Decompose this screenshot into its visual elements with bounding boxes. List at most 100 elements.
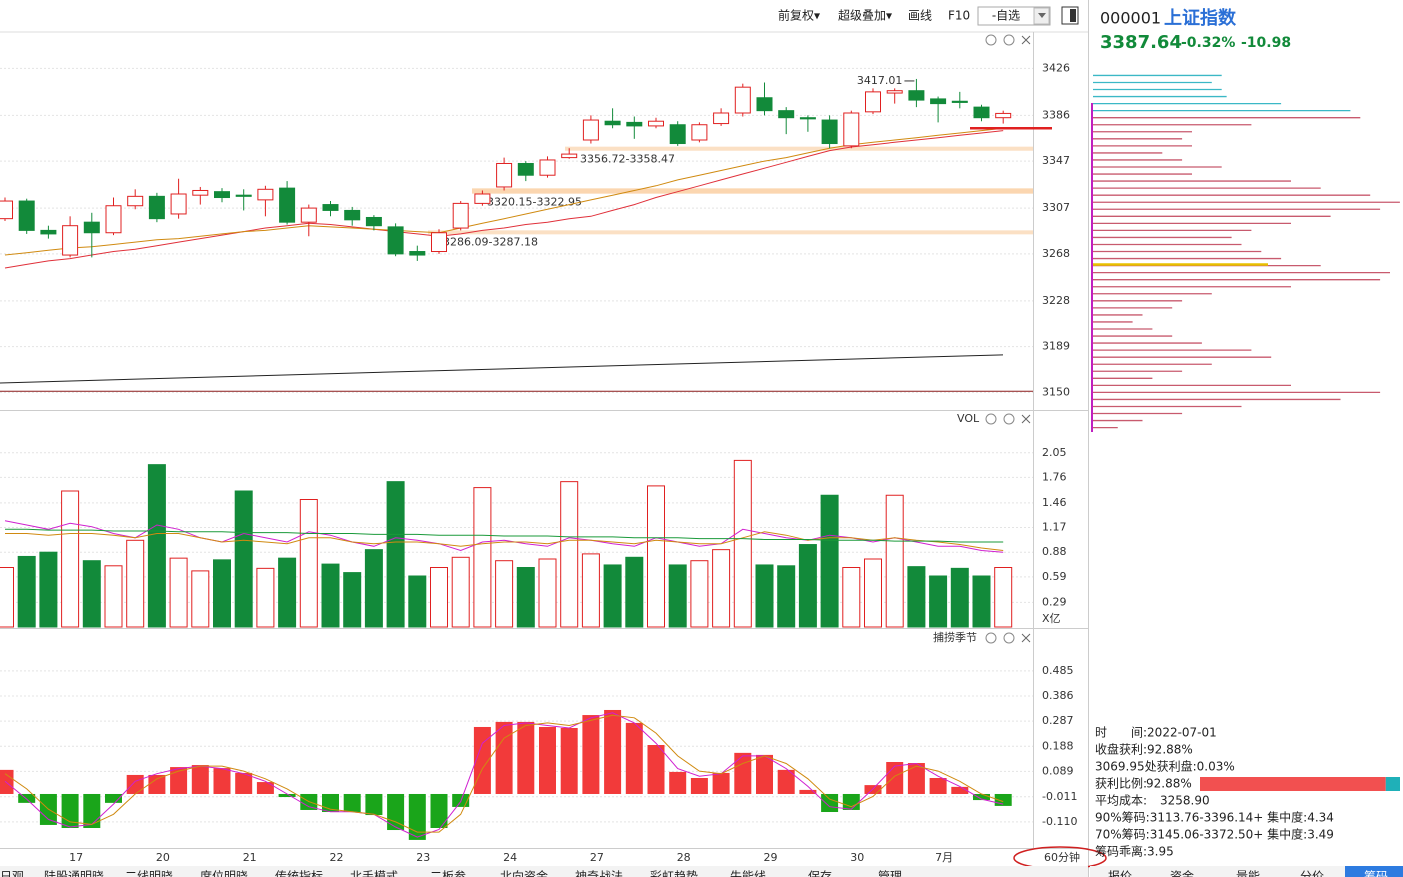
dropdown-arrow bbox=[1038, 13, 1046, 18]
indicator-bar bbox=[756, 754, 773, 794]
candle-body bbox=[626, 121, 643, 127]
bottom-tab[interactable]: 二板参 bbox=[430, 869, 466, 877]
y-tick-label: 3426 bbox=[1042, 61, 1070, 74]
change-amount: -10.98 bbox=[1241, 35, 1291, 51]
volume-bar bbox=[213, 559, 231, 628]
sidebar-tab[interactable]: 分价 bbox=[1300, 870, 1324, 877]
candle-body bbox=[235, 194, 252, 197]
indicator-bar bbox=[582, 715, 600, 794]
bottom-tab[interactable]: 陆股通明晓 bbox=[44, 869, 104, 877]
bottom-tab[interactable]: 北向资金 bbox=[500, 869, 548, 877]
volume-bar bbox=[907, 566, 926, 628]
candle-body bbox=[192, 189, 209, 196]
indicator-bar bbox=[690, 777, 708, 794]
indicator-bar bbox=[994, 793, 1012, 806]
bottom-tab[interactable]: 失能线 bbox=[730, 869, 766, 877]
volume-bar bbox=[972, 575, 991, 628]
indicator-line bbox=[5, 528, 1004, 543]
candle-body bbox=[62, 225, 79, 256]
volume-bar bbox=[278, 557, 297, 628]
candle-body bbox=[734, 86, 751, 114]
volume-bar bbox=[777, 565, 796, 628]
indicator-bar bbox=[495, 721, 513, 794]
close-icon[interactable] bbox=[1021, 633, 1031, 643]
volume-bar bbox=[560, 481, 579, 628]
bottom-tab[interactable]: 管理 bbox=[878, 869, 902, 877]
candle-body bbox=[431, 232, 447, 253]
toolbar-item[interactable]: 画线 bbox=[908, 9, 932, 23]
settings-icon[interactable] bbox=[985, 632, 997, 644]
bottom-tab[interactable]: 神奇战法 bbox=[575, 870, 623, 877]
profit-bar-rest bbox=[1385, 777, 1400, 791]
indicator-bar bbox=[256, 782, 274, 794]
bottom-tab[interactable]: 日观 bbox=[0, 870, 24, 877]
settings-icon[interactable] bbox=[985, 413, 997, 425]
indicator-bar bbox=[387, 793, 405, 831]
stock-name: 上证指数 bbox=[1164, 7, 1237, 29]
candle-body bbox=[344, 209, 361, 221]
toolbar-item[interactable]: F10 bbox=[948, 9, 970, 23]
candle-body bbox=[843, 112, 860, 147]
bottom-tab[interactable]: 彩虹趋势 bbox=[650, 870, 698, 877]
watchlist-dropdown[interactable] bbox=[977, 6, 1051, 26]
x-tick-label: 23 bbox=[416, 851, 430, 864]
volume-bar bbox=[712, 549, 731, 628]
candle-body bbox=[561, 153, 578, 159]
volume-bar bbox=[733, 459, 752, 628]
bottom-tab[interactable]: 席位明晓 bbox=[200, 869, 248, 877]
indicator-bar bbox=[647, 745, 665, 794]
toolbar-item[interactable]: 前复权▾ bbox=[778, 8, 820, 23]
help-icon[interactable] bbox=[1003, 413, 1015, 425]
y-tick-label: 3189 bbox=[1042, 340, 1070, 353]
close-icon[interactable] bbox=[1021, 35, 1031, 45]
volume-bar bbox=[603, 564, 622, 628]
candle-body bbox=[604, 120, 621, 126]
volume-bar bbox=[647, 485, 665, 628]
indicator-bar bbox=[83, 793, 101, 828]
settings-icon[interactable] bbox=[985, 34, 997, 46]
volume-bar bbox=[299, 499, 318, 628]
volume-bar bbox=[538, 558, 557, 628]
volume-bar bbox=[929, 575, 948, 628]
candle-body bbox=[973, 106, 990, 119]
high-label: 3417.01 bbox=[857, 74, 903, 87]
info-line: 90%筹码:3113.76-3396.14+ 集中度:4.34 bbox=[1095, 810, 1334, 825]
bottom-tab[interactable]: 保存 bbox=[808, 870, 832, 877]
bottom-tab[interactable]: 二线明晓 bbox=[125, 870, 173, 877]
period-label[interactable]: 60分钟 bbox=[1044, 850, 1080, 864]
indicator-bar bbox=[842, 793, 860, 810]
candle-body bbox=[409, 251, 426, 256]
indicator-line bbox=[4, 712, 1004, 838]
long-average bbox=[0, 354, 1004, 384]
y-tick-label: -0.011 bbox=[1042, 790, 1077, 803]
sidebar-tab[interactable]: 报价 bbox=[1108, 869, 1132, 877]
volume-bar bbox=[625, 556, 644, 628]
candle-body bbox=[756, 97, 773, 112]
sidebar-tab[interactable]: 资金 bbox=[1170, 869, 1194, 877]
candle-body bbox=[951, 100, 968, 103]
candle-body bbox=[279, 187, 296, 223]
change-percent: -0.32% bbox=[1181, 35, 1235, 51]
y-tick-label: 0.29 bbox=[1042, 595, 1067, 608]
watchlist-label[interactable]: -自选 bbox=[992, 9, 1020, 23]
indicator-bar bbox=[126, 774, 144, 794]
help-icon[interactable] bbox=[1003, 34, 1015, 46]
close-icon[interactable] bbox=[1021, 414, 1031, 424]
bottom-tab[interactable]: 传统指标 bbox=[275, 869, 323, 877]
sidebar-tab[interactable]: 量能 bbox=[1236, 870, 1260, 877]
bottom-tab[interactable]: 北手模式 bbox=[350, 870, 398, 877]
volume-bar bbox=[321, 563, 340, 628]
indicator-bar bbox=[191, 765, 209, 794]
volume-bar bbox=[842, 567, 861, 628]
volume-bar bbox=[690, 560, 709, 628]
volume-bar bbox=[495, 560, 514, 628]
candle-body bbox=[322, 204, 339, 211]
sidebar-tab[interactable]: 筹码 bbox=[1364, 870, 1388, 877]
candle-body bbox=[886, 90, 903, 94]
help-icon[interactable] bbox=[1003, 632, 1015, 644]
toolbar-item[interactable]: 超级叠加▾ bbox=[838, 8, 892, 23]
indicator-bar bbox=[235, 772, 253, 794]
y-tick-label: 0.188 bbox=[1042, 739, 1074, 752]
panel-toggle-fill bbox=[1070, 9, 1076, 22]
